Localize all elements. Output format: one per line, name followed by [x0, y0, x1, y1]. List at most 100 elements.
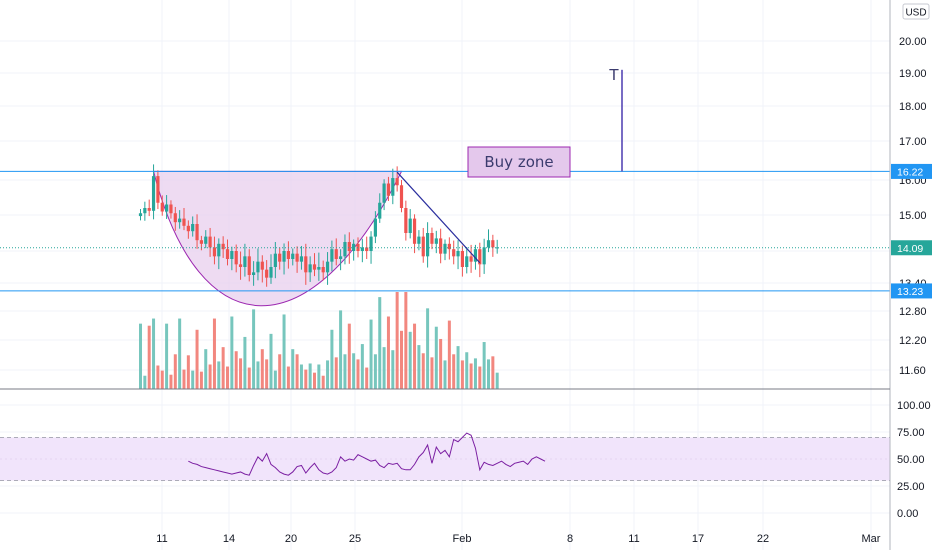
candle-body [360, 247, 364, 251]
candle-body [199, 240, 203, 244]
candle-body [247, 256, 251, 275]
candle-body [217, 243, 221, 257]
candle-body [151, 176, 156, 211]
price-tick-label: 19.00 [899, 68, 927, 80]
rsi-band-layer [0, 436, 890, 482]
volume-bar [352, 353, 356, 389]
volume-bar [391, 350, 395, 389]
price-tick-label: 15.00 [899, 210, 927, 222]
candle-body [382, 183, 386, 203]
volume-bar [482, 342, 486, 389]
volume-bar [478, 366, 482, 389]
volume-bar [447, 320, 451, 389]
candle-body [252, 272, 256, 275]
candle-body [456, 251, 460, 257]
volume-bar [191, 370, 195, 389]
candle-body [165, 204, 169, 212]
candle-body [426, 233, 430, 257]
candle-body [339, 256, 343, 259]
candle-body [386, 183, 391, 196]
candle-body [208, 236, 212, 248]
volume-bar [230, 316, 234, 389]
svg-text:14.09: 14.09 [897, 243, 923, 255]
volume-bar [365, 367, 369, 389]
volume-bar [460, 360, 464, 389]
candle-body [317, 267, 321, 270]
candle-body [334, 249, 338, 259]
candle-body [312, 264, 317, 270]
candle-body [352, 243, 356, 251]
volume-bar [469, 363, 473, 389]
volume-bar [243, 336, 247, 389]
candle-body [173, 213, 177, 223]
candle-body [243, 256, 247, 267]
volume-bar [199, 371, 203, 389]
time-tick-label: 22 [757, 533, 769, 545]
volume-bar [343, 354, 347, 389]
volume-bar [400, 330, 403, 389]
candle-body [204, 236, 208, 244]
price-tick-label: 18.00 [899, 101, 927, 113]
volume-bar [356, 359, 360, 389]
candle-body [260, 261, 264, 270]
candle-body [473, 249, 478, 262]
candle-body [321, 267, 325, 273]
volume-bar [339, 310, 343, 389]
volume-bar [382, 347, 386, 389]
volume-bar [160, 370, 164, 389]
candle-body [369, 236, 373, 251]
volume-bar [456, 346, 460, 389]
candle-body [212, 247, 217, 257]
volume-bar [304, 369, 308, 389]
volume-bar [156, 365, 160, 389]
time-tick-label: 25 [349, 533, 361, 545]
candle-body [182, 218, 186, 226]
candle-body [169, 204, 173, 214]
candle-body [378, 202, 382, 219]
volume-bars [139, 292, 499, 389]
last-price-badge: 14.09 [891, 240, 932, 256]
buy-zone-label: Buy zone [484, 153, 553, 171]
volume-bar [282, 314, 286, 389]
cup-pattern-layer [152, 170, 403, 307]
candle-body [452, 249, 456, 257]
candle-body [191, 224, 195, 232]
candle-body [469, 256, 473, 262]
price-tick-label: 12.20 [899, 335, 927, 347]
candle-body [399, 185, 404, 208]
candle-body [443, 243, 447, 254]
candle-body [286, 251, 290, 259]
volume-bar [378, 297, 382, 389]
time-tick-label: 11 [628, 533, 639, 545]
volume-bar [182, 369, 186, 389]
candle-body [325, 261, 330, 273]
candle-body [482, 247, 486, 265]
candle-body [282, 251, 286, 262]
time-tick-label: 20 [285, 533, 297, 545]
candle-body [273, 253, 277, 267]
volume-bar [226, 366, 229, 389]
candle-body [486, 240, 491, 248]
downtrend-line [396, 171, 481, 264]
candle-body [256, 261, 260, 273]
cup-pattern [152, 170, 403, 307]
volume-bar [273, 370, 277, 389]
volume-bar [260, 349, 264, 389]
candle-body [147, 208, 151, 211]
volume-bar [299, 364, 303, 389]
volume-bar [452, 354, 456, 389]
volume-bar [286, 366, 290, 389]
volume-bar [195, 329, 199, 389]
volume-bar [217, 361, 221, 389]
volume-bar [487, 359, 490, 389]
candle-body [412, 218, 417, 244]
volume-bar [430, 357, 434, 389]
volume-bar [204, 349, 208, 389]
volume-bar [256, 361, 260, 389]
volume-bar [360, 344, 364, 389]
currency-button[interactable]: USD [902, 3, 930, 20]
candle-body [347, 242, 351, 251]
volume-bar [265, 359, 269, 389]
rsi-pane [188, 432, 546, 476]
